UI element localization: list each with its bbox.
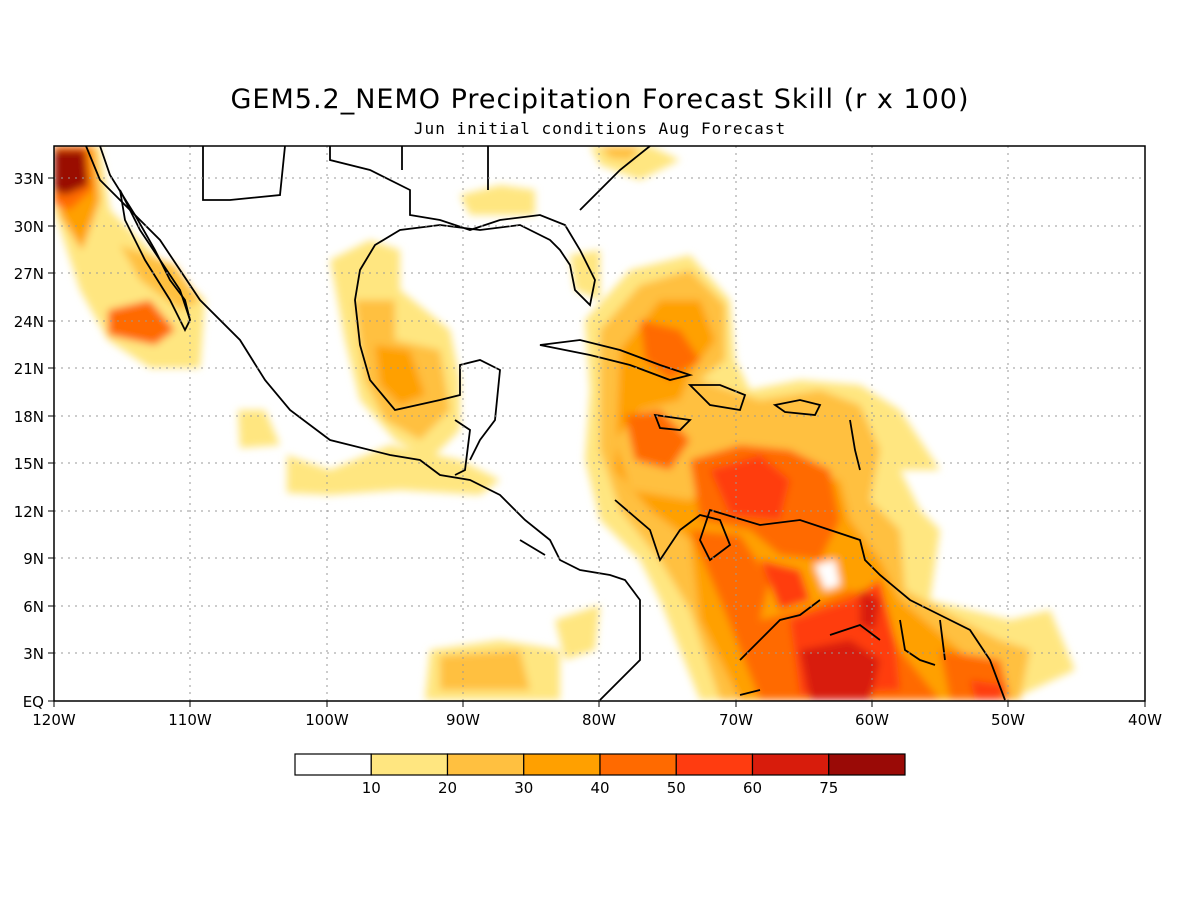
shade-carib-40 xyxy=(640,320,700,380)
lat-label: 21N xyxy=(14,360,44,378)
lon-label: 120W xyxy=(32,711,76,729)
skill-shading xyxy=(54,146,1075,700)
shade-pac-4 xyxy=(555,605,600,660)
shade-florida xyxy=(570,250,600,300)
colorbar-swatch xyxy=(828,753,906,776)
lon-label: 60W xyxy=(855,711,889,729)
shade-pac-2 xyxy=(287,445,500,495)
lat-label: 33N xyxy=(14,170,44,188)
lat-label: EQ xyxy=(23,693,44,711)
coastlines xyxy=(85,146,1006,701)
lat-label: 27N xyxy=(14,265,44,283)
colorbar-swatch xyxy=(294,753,372,776)
lon-label: 100W xyxy=(305,711,349,729)
lat-label: 30N xyxy=(14,218,44,236)
lon-labels: 120W 110W 100W 90W 80W 70W 60W 50W 40W xyxy=(32,711,1162,729)
shade-us-1 xyxy=(460,185,535,215)
lat-label: 18N xyxy=(14,408,44,426)
map-subtitle: Jun initial conditions Aug Forecast xyxy=(413,119,787,138)
colorbar-swatch xyxy=(370,753,449,776)
colorbar: 10 20 30 40 50 60 75 xyxy=(294,753,906,797)
colorbar-swatch xyxy=(599,753,677,776)
shade-pac-1 xyxy=(238,410,280,448)
shade-carib-41 xyxy=(625,410,690,470)
colorbar-label: 20 xyxy=(438,779,457,797)
shade-gulf-40 xyxy=(375,345,425,405)
axis-ticks xyxy=(48,177,1146,707)
lon-label: 80W xyxy=(582,711,616,729)
shade-sa-50 xyxy=(760,560,810,610)
colorbar-swatch xyxy=(446,753,525,776)
colorbar-label: 40 xyxy=(590,779,609,797)
colorbar-swatch xyxy=(751,753,830,776)
lon-label: 50W xyxy=(991,711,1025,729)
shade-pac-3b xyxy=(440,650,530,690)
shade-baja-75 xyxy=(54,150,88,195)
colorbar-swatch xyxy=(675,753,754,776)
map-grid xyxy=(54,146,1145,701)
colorbar-label: 50 xyxy=(667,779,686,797)
colorbar-swatch xyxy=(523,753,601,776)
colorbar-label: 30 xyxy=(514,779,533,797)
shade-hole xyxy=(815,560,840,590)
lon-label: 110W xyxy=(168,711,212,729)
map-title: GEM5.2_NEMO Precipitation Forecast Skill… xyxy=(230,84,970,115)
lat-label: 3N xyxy=(23,645,44,663)
lat-label: 12N xyxy=(14,503,44,521)
lon-label: 90W xyxy=(446,711,480,729)
shade-sa-61 xyxy=(860,590,880,630)
lat-label: 15N xyxy=(14,455,44,473)
shade-guianas-2 xyxy=(970,680,1005,700)
lat-labels: 33N 30N 27N 24N 21N 18N 15N 12N 9N 6N 3N… xyxy=(14,170,44,711)
lon-label: 70W xyxy=(719,711,753,729)
colorbar-label: 75 xyxy=(819,779,838,797)
colorbar-label: 10 xyxy=(362,779,381,797)
shade-baja-sur xyxy=(108,300,175,345)
lat-label: 24N xyxy=(14,313,44,331)
shade-us-3 xyxy=(600,146,640,160)
shade-carib-50 xyxy=(710,455,790,520)
lon-label: 40W xyxy=(1128,711,1162,729)
lat-label: 9N xyxy=(23,550,44,568)
colorbar-label: 60 xyxy=(743,779,762,797)
lat-label: 6N xyxy=(23,598,44,616)
shade-sa-60 xyxy=(800,640,880,700)
